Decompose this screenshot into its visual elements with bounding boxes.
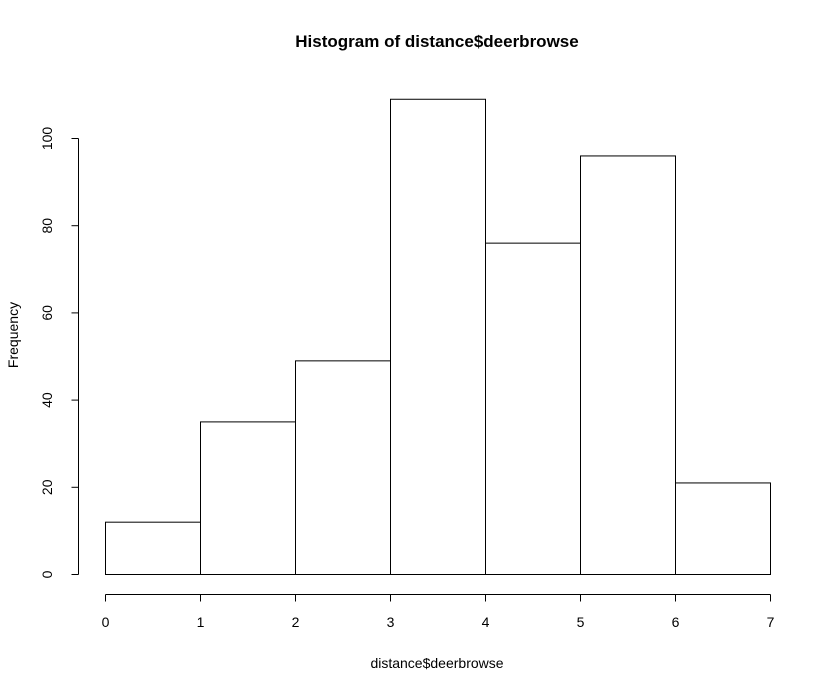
histogram-bar-1 (200, 421, 296, 575)
x-tick-label-7: 7 (767, 614, 775, 630)
histogram-bar-2 (295, 360, 391, 575)
y-tick-label-0: 0 (39, 570, 55, 578)
histogram-bar-3 (390, 98, 486, 575)
y-tick-label-5: 100 (39, 127, 55, 151)
x-axis-label: distance$deerbrowse (370, 655, 503, 671)
y-tick-label-2: 40 (39, 392, 55, 408)
x-tick-label-2: 2 (292, 614, 300, 630)
histogram-bar-6 (675, 482, 771, 575)
x-tick-label-5: 5 (577, 614, 585, 630)
histogram-bar-5 (580, 155, 676, 575)
x-tick-label-6: 6 (672, 614, 680, 630)
bars-group (105, 98, 771, 575)
x-tick-label-3: 3 (387, 614, 395, 630)
x-tick-label-1: 1 (197, 614, 205, 630)
x-axis: 0 1 2 3 4 5 6 7 (102, 594, 775, 630)
y-tick-label-1: 20 (39, 479, 55, 495)
x-tick-label-0: 0 (102, 614, 110, 630)
y-axis: 0 20 40 60 80 100 (39, 127, 79, 578)
chart-title: Histogram of distance$deerbrowse (295, 32, 578, 51)
y-tick-label-3: 60 (39, 305, 55, 321)
y-tick-label-4: 80 (39, 218, 55, 234)
histogram-bar-4 (485, 242, 581, 575)
x-tick-label-4: 4 (482, 614, 490, 630)
y-axis-label: Frequency (5, 302, 21, 368)
histogram-bar-0 (105, 521, 201, 575)
